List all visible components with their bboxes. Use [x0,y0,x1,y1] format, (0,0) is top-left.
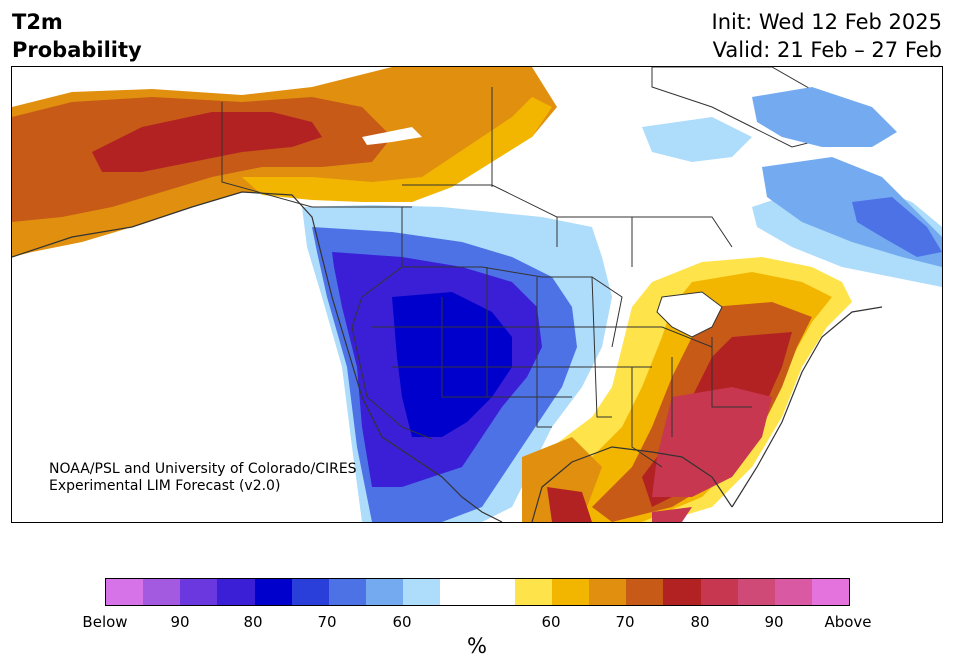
colorbar-segment [366,579,404,605]
colorbar-segment [180,579,218,605]
mexico-red [547,487,592,522]
colorbar-segment [440,579,478,605]
colorbar-tick-label: 70 [317,613,337,631]
colorbar-segment [663,579,701,605]
colorbar-segment [700,579,738,605]
colorbar-segment [811,579,850,605]
great-slave-lake [362,127,422,145]
forecast-dates: Init: Wed 12 Feb 2025 Valid: 21 Feb – 27… [712,8,942,64]
cuba-pink [652,507,692,522]
valid-date: Valid: 21 Feb – 27 Feb [712,38,942,62]
state-boundaries [221,87,752,468]
credit-line-2: Experimental LIM Forecast (v2.0) [49,478,281,494]
gulf-coast [531,446,733,522]
great-lakes [656,291,723,338]
colorbar-tick-label: 90 [170,613,190,631]
colorbar-segment [514,579,552,605]
colorbar-segment [254,579,292,605]
init-date: Init: Wed 12 Feb 2025 [711,10,942,34]
colorbar-tick-label: 80 [690,613,710,631]
colorbar-segment [106,579,144,605]
probability-colorbar [105,578,850,606]
colorbar-segment [589,579,627,605]
colorbar-tick-label: Below [82,613,128,631]
hudson-bay-light [642,117,752,162]
colorbar-segment [403,579,441,605]
title-line-2: Probability [12,38,142,62]
colorbar-tick-label: 70 [615,613,635,631]
labrador-cool-dark [852,197,942,257]
yukon-yellow-band [242,97,552,202]
colorbar-tick-label: 80 [243,613,263,631]
coastline [12,191,503,522]
colorbar-segment [143,579,181,605]
colorbar-tick-label: 60 [541,613,561,631]
southeast-pink-core [652,387,772,497]
colorbar-segment [626,579,664,605]
credit-line-1: NOAA/PSL and University of Colorado/CIRE… [49,461,357,477]
probability-map [12,67,942,522]
colorbar-tick-label: Above [824,613,872,631]
map-panel: NOAA/PSL and University of Colorado/CIRE… [11,66,943,523]
colorbar-tick-label: 60 [392,613,412,631]
map-title: T2m Probability [12,8,142,64]
atlantic-coast [731,306,883,508]
colorbar-segment [774,579,812,605]
colorbar-segment [551,579,590,605]
west-cold-core [392,292,512,437]
colorbar-segment [291,579,329,605]
alaska-red-core [92,112,322,172]
baffin-cool [752,87,897,147]
colorbar-segment [477,579,515,605]
title-line-1: T2m [12,10,63,34]
colorbar-tick-label: 90 [764,613,784,631]
colorbar-segment [737,579,775,605]
colorbar-segment [217,579,255,605]
unit-label: % [467,634,487,658]
credit-text: NOAA/PSL and University of Colorado/CIRE… [49,461,357,495]
colorbar-segment [328,579,367,605]
